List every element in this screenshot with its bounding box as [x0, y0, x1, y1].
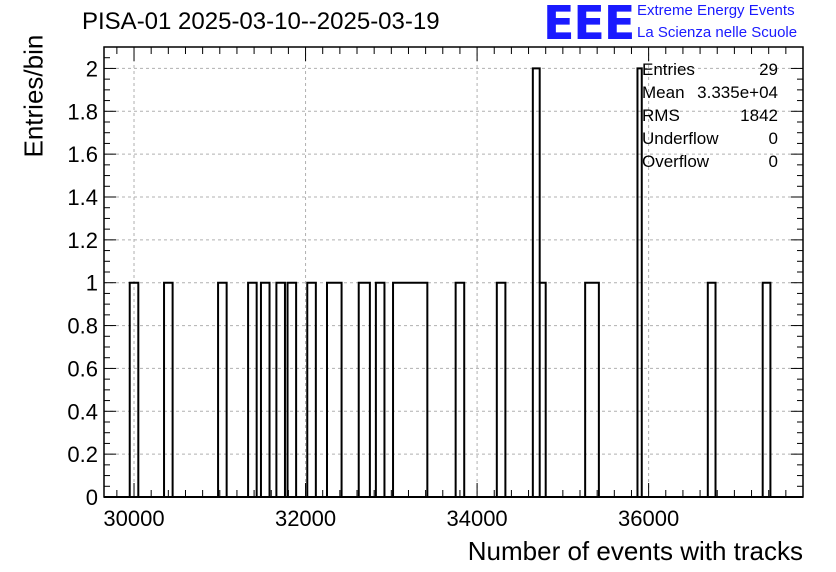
histogram-bar: [357, 281, 371, 497]
stats-entries-value: 29: [759, 60, 778, 79]
y-tick-label: 0.4: [67, 399, 98, 424]
stats-rms-value: 1842: [740, 106, 778, 125]
histogram-bar: [286, 281, 298, 497]
y-tick-label: 0.2: [67, 442, 98, 467]
y-tick-label: 1.8: [67, 99, 98, 124]
histogram-bar: [392, 281, 429, 497]
stats-rms-label: RMS: [642, 106, 680, 125]
stats-underflow-value: 0: [768, 129, 778, 148]
plot-frame: [103, 46, 804, 498]
histogram-bar: [761, 281, 772, 497]
x-tick-label: 34000: [446, 506, 507, 531]
histogram-bar: [306, 281, 317, 497]
stats-mean-value: 3.335e+04: [697, 83, 778, 102]
stats-overflow-value: 0: [768, 152, 778, 171]
histogram-bar: [275, 281, 286, 497]
histogram-bar: [584, 281, 600, 497]
histogram-bar: [538, 281, 547, 497]
stats-underflow-label: Underflow: [642, 129, 719, 148]
y-axis-label: Entries/bin: [18, 34, 49, 158]
histogram-bar: [636, 67, 643, 497]
y-tick-label: 1: [86, 271, 98, 296]
y-tick-label: 0.6: [67, 356, 98, 381]
y-tick-label: 1.6: [67, 142, 98, 167]
histogram-bar: [325, 281, 343, 497]
stats-mean-label: Mean: [642, 83, 685, 102]
x-tick-label: 32000: [275, 506, 336, 531]
logo-line-2: La Scienza nelle Scuole: [637, 24, 798, 41]
histogram-bar: [217, 281, 228, 497]
histogram-bar: [247, 281, 258, 497]
chart-title: PISA-01 2025-03-10--2025-03-19: [82, 8, 440, 35]
histogram-bar: [259, 281, 271, 497]
histogram-bar: [374, 281, 386, 497]
y-tick-label: 1.4: [67, 185, 98, 210]
logo-line-1: Extreme Energy Events: [637, 2, 795, 19]
x-axis-label: Number of events with tracks: [467, 536, 803, 566]
histogram-bar: [454, 281, 466, 497]
histogram-bar: [531, 67, 541, 497]
eee-logo: EEE: [543, 0, 635, 50]
y-tick-label: 2: [86, 56, 98, 81]
y-tick-label: 1.2: [67, 228, 98, 253]
histogram-bar: [163, 281, 174, 497]
x-tick-label: 30000: [103, 506, 164, 531]
x-tick-label: 36000: [618, 506, 679, 531]
histogram-bar: [495, 281, 507, 497]
stats-overflow-label: Overflow: [642, 152, 710, 171]
stats-entries-label: Entries: [642, 60, 695, 79]
y-tick-label: 0.8: [67, 314, 98, 339]
y-tick-label: 0: [86, 485, 98, 510]
histogram-bar: [128, 281, 140, 497]
histogram-bar: [706, 281, 717, 497]
